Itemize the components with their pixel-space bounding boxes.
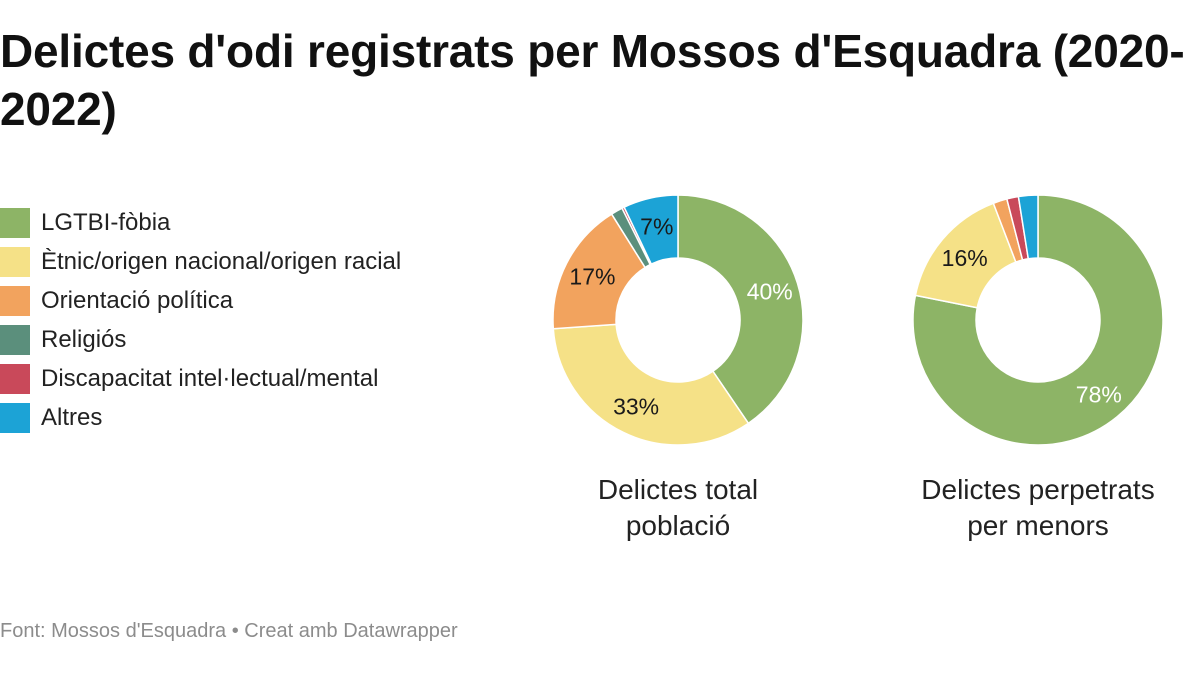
slice-label-total-etnic: 33%	[613, 393, 659, 419]
legend-swatch-lgtbi	[0, 207, 30, 238]
legend-label-religios: Religiós	[41, 325, 127, 353]
legend-swatch-religios	[0, 324, 30, 355]
legend-item-religios: Religiós	[0, 320, 520, 359]
legend-swatch-politica	[0, 285, 30, 316]
slice-total-etnic	[552, 323, 750, 446]
slice-total-lgtbi	[677, 194, 804, 425]
legend-item-altres: Altres	[0, 398, 520, 437]
legend-item-politica: Orientació política	[0, 281, 520, 320]
donut-chart-menors: 78% 16% Delictes perpetrats per menors	[908, 190, 1168, 544]
legend-item-etnic: Ètnic/origen nacional/origen racial	[0, 242, 520, 281]
source-note: Font: Mossos d'Esquadra • Creat amb Data…	[0, 620, 458, 642]
legend-swatch-discapacitat	[0, 363, 30, 394]
legend-label-politica: Orientació política	[41, 286, 234, 314]
chart-title: Delictes d'odi registrats per Mossos d'E…	[0, 25, 1185, 135]
slice-menors-lgtbi	[912, 194, 1164, 446]
slice-label-total-lgtbi: 40%	[747, 279, 793, 305]
slice-label-menors-lgtbi: 78%	[1076, 381, 1122, 407]
donut-chart-total: 40% 33% 17% 7% Delictes total població	[548, 190, 808, 544]
legend-item-discapacitat: Discapacitat intel·lectual/mental	[0, 359, 520, 398]
legend-label-etnic: Ètnic/origen nacional/origen racial	[41, 247, 402, 275]
legend: LGTBI-fòbia Ètnic/origen nacional/origen…	[0, 203, 520, 437]
donut-svg-total: 40% 33% 17% 7%	[552, 194, 804, 446]
legend-swatch-altres	[0, 402, 30, 433]
donut-svg-menors: 78% 16%	[912, 194, 1164, 446]
legend-label-lgtbi: LGTBI-fòbia	[41, 208, 171, 236]
legend-item-lgtbi: LGTBI-fòbia	[0, 203, 520, 242]
slice-menors-altres	[1017, 194, 1039, 260]
slice-label-total-politica: 17%	[569, 263, 615, 289]
donut-caption-menors: Delictes perpetrats per menors	[921, 474, 1155, 541]
legend-swatch-etnic	[0, 246, 30, 277]
legend-label-altres: Altres	[41, 403, 103, 431]
legend-label-discapacitat: Discapacitat intel·lectual/mental	[41, 364, 379, 392]
slice-label-total-altres: 7%	[640, 213, 673, 239]
slice-total-altres	[623, 194, 679, 266]
donut-caption-total: Delictes total població	[597, 474, 759, 541]
slice-label-menors-etnic: 16%	[942, 245, 988, 271]
